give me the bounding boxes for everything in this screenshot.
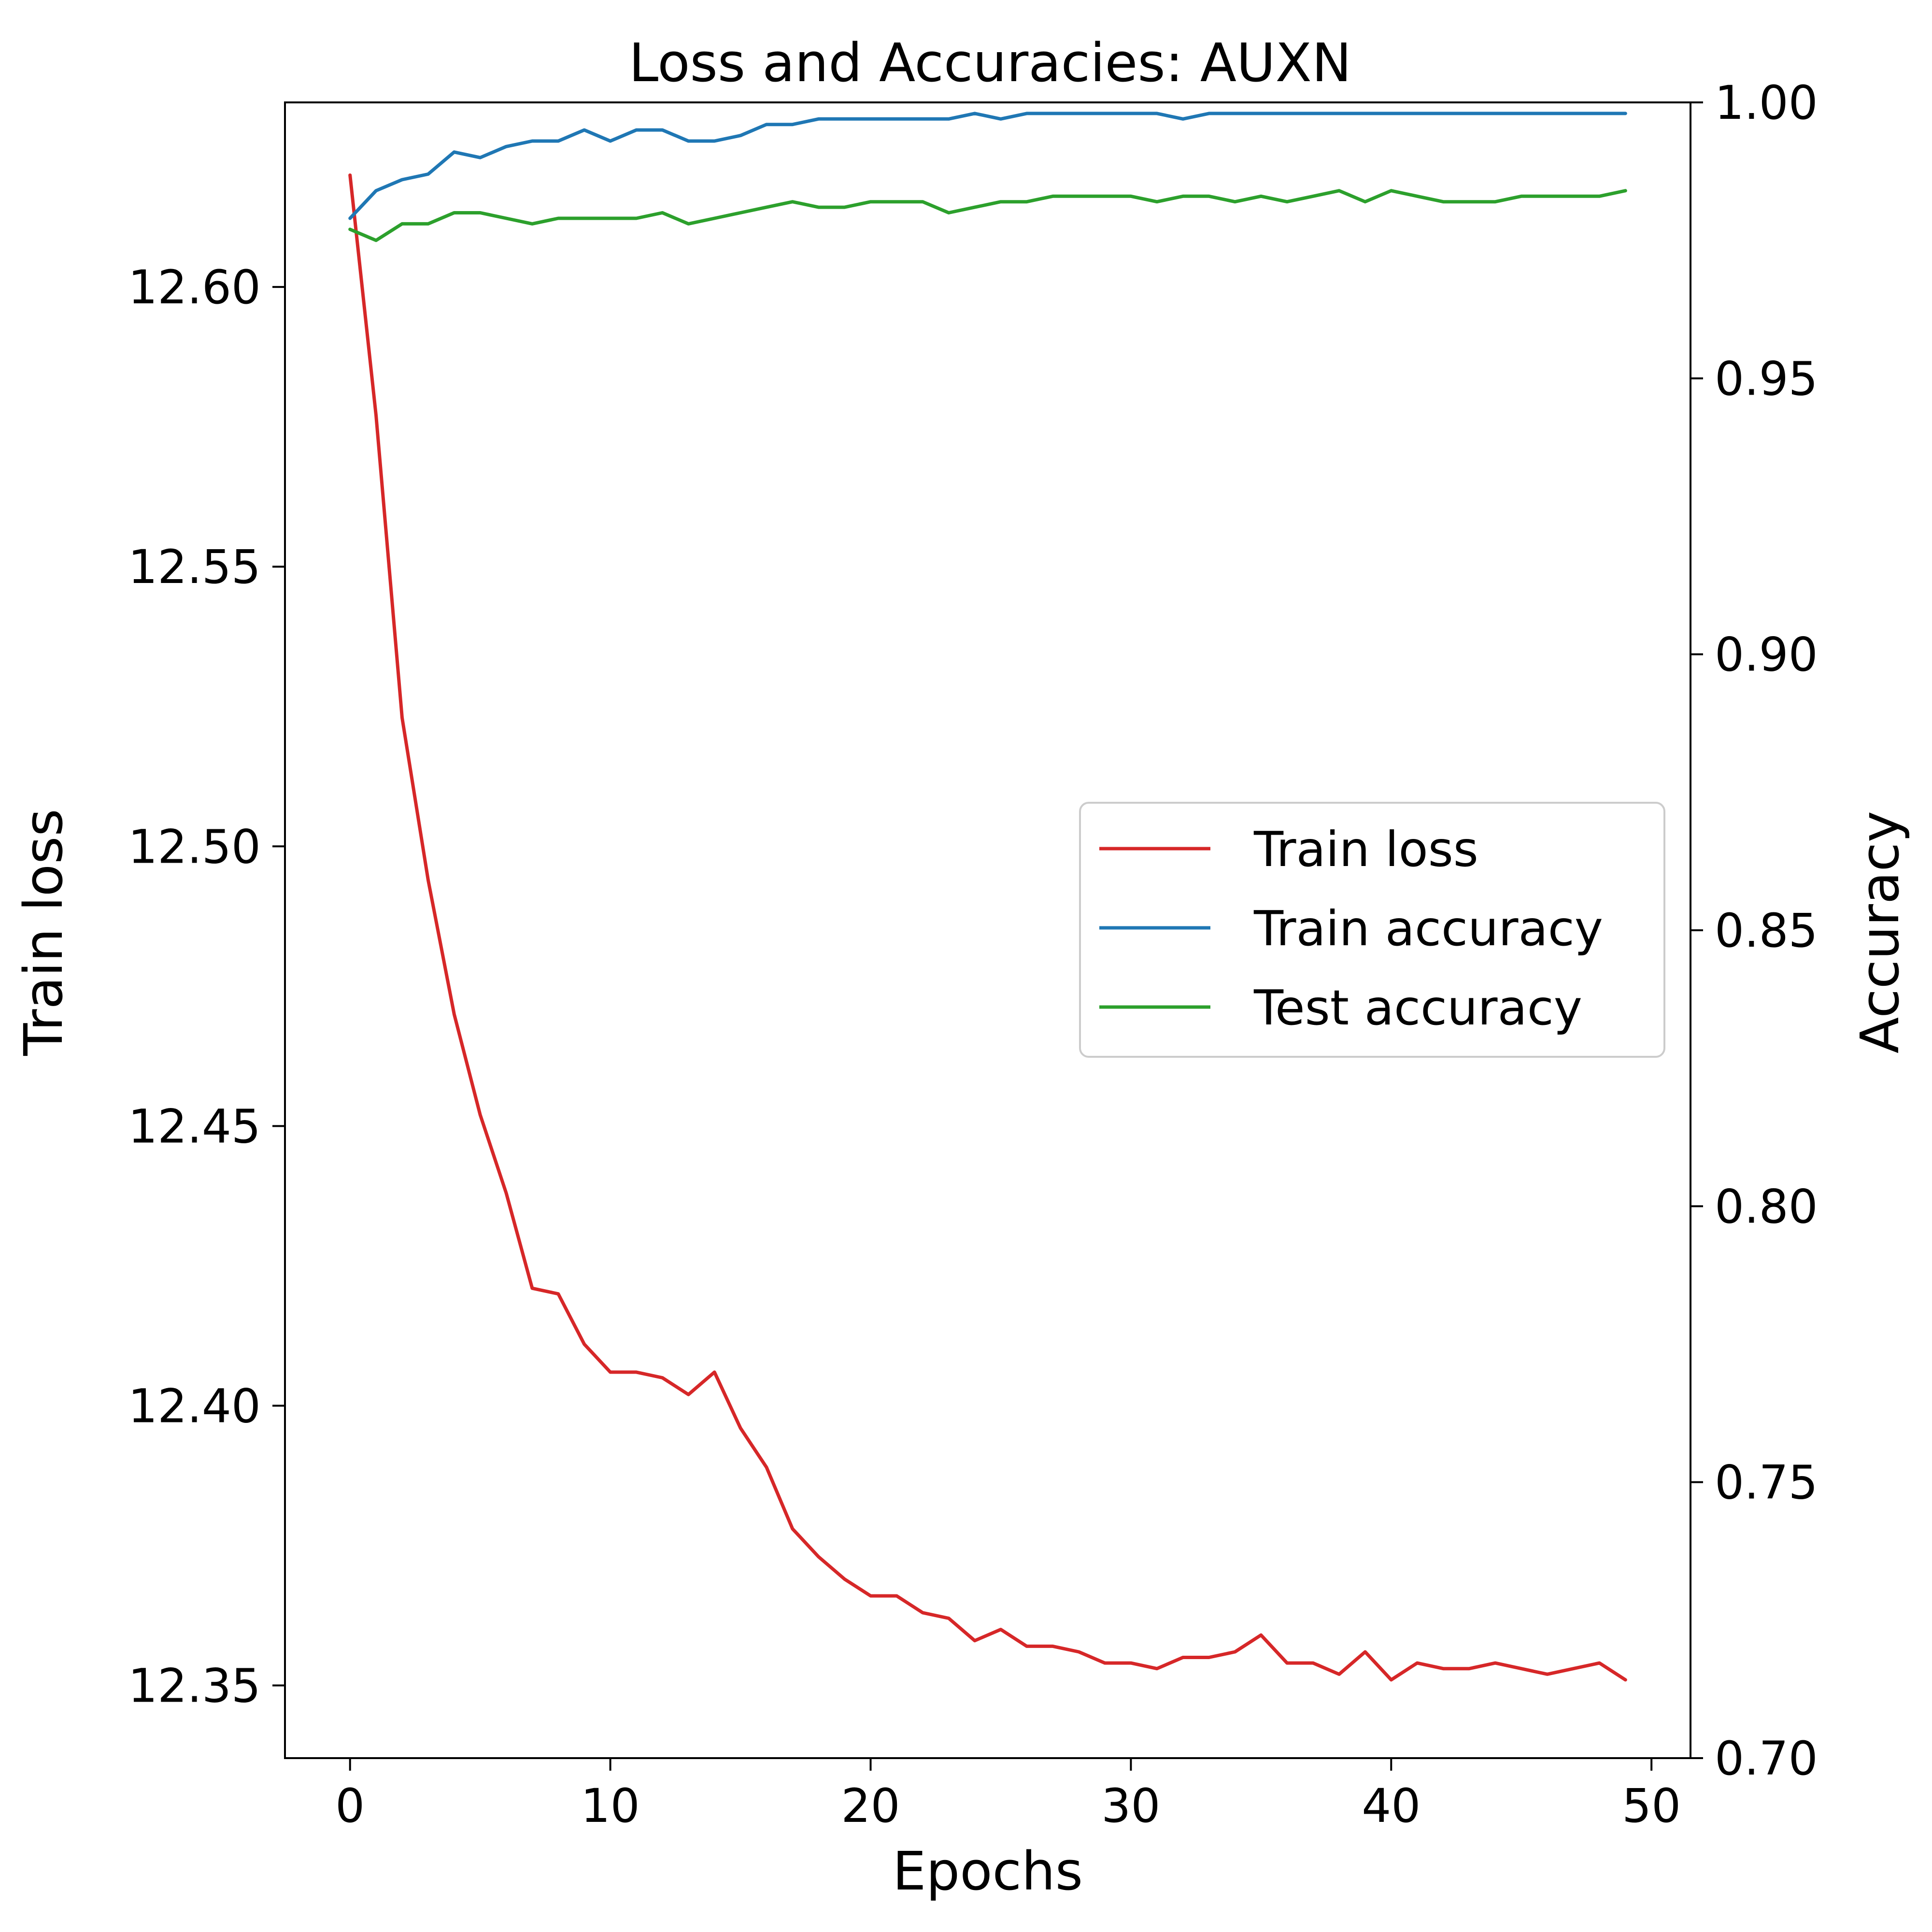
series-layer [348,112,1627,1682]
train-loss-line [348,173,1627,1682]
right-axis: 0.70 0.75 0.80 0.85 0.90 0.95 1.00 [1690,76,1818,1786]
test-accuracy-line [348,189,1627,242]
x-tick-label: 10 [581,1779,640,1833]
train-accuracy-line [348,112,1627,220]
right-tick-label: 0.85 [1715,904,1818,958]
x-tick-label: 20 [841,1779,900,1833]
right-tick-label: 0.70 [1715,1732,1818,1786]
x-axis: 0 10 20 30 40 50 [335,1758,1681,1833]
legend-label-train-accuracy: Train accuracy [1253,900,1603,957]
right-tick-label: 1.00 [1715,76,1818,130]
plot-frame [284,101,1691,1759]
legend-label-test-accuracy: Test accuracy [1253,980,1582,1036]
legend-label-train-loss: Train loss [1253,821,1478,878]
x-tick-label: 40 [1362,1779,1421,1833]
legend-box [1079,802,1665,1058]
right-axis-label: Accuracy [1849,811,1911,1053]
left-tick-label: 12.35 [128,1659,261,1713]
x-tick-label: 0 [335,1779,365,1833]
legend: Train loss Train accuracy Test accuracy [1079,802,1665,1058]
left-tick-label: 12.50 [128,820,261,874]
left-tick-label: 12.55 [128,540,261,594]
chart-title: Loss and Accuracies: AUXN [629,32,1351,94]
left-tick-label: 12.60 [128,260,261,314]
left-tick-label: 12.40 [128,1379,261,1433]
left-axis: 12.35 12.40 12.45 12.50 12.55 12.60 [128,260,285,1713]
right-tick-label: 0.80 [1715,1179,1818,1234]
left-axis-label: Train loss [13,809,74,1056]
right-tick-label: 0.90 [1715,628,1818,682]
x-tick-label: 30 [1101,1779,1160,1833]
x-axis-label: Epochs [893,1840,1083,1902]
x-tick-label: 50 [1622,1779,1681,1833]
left-tick-label: 12.45 [128,1099,261,1153]
right-tick-label: 0.95 [1715,352,1818,406]
right-tick-label: 0.75 [1715,1456,1818,1510]
